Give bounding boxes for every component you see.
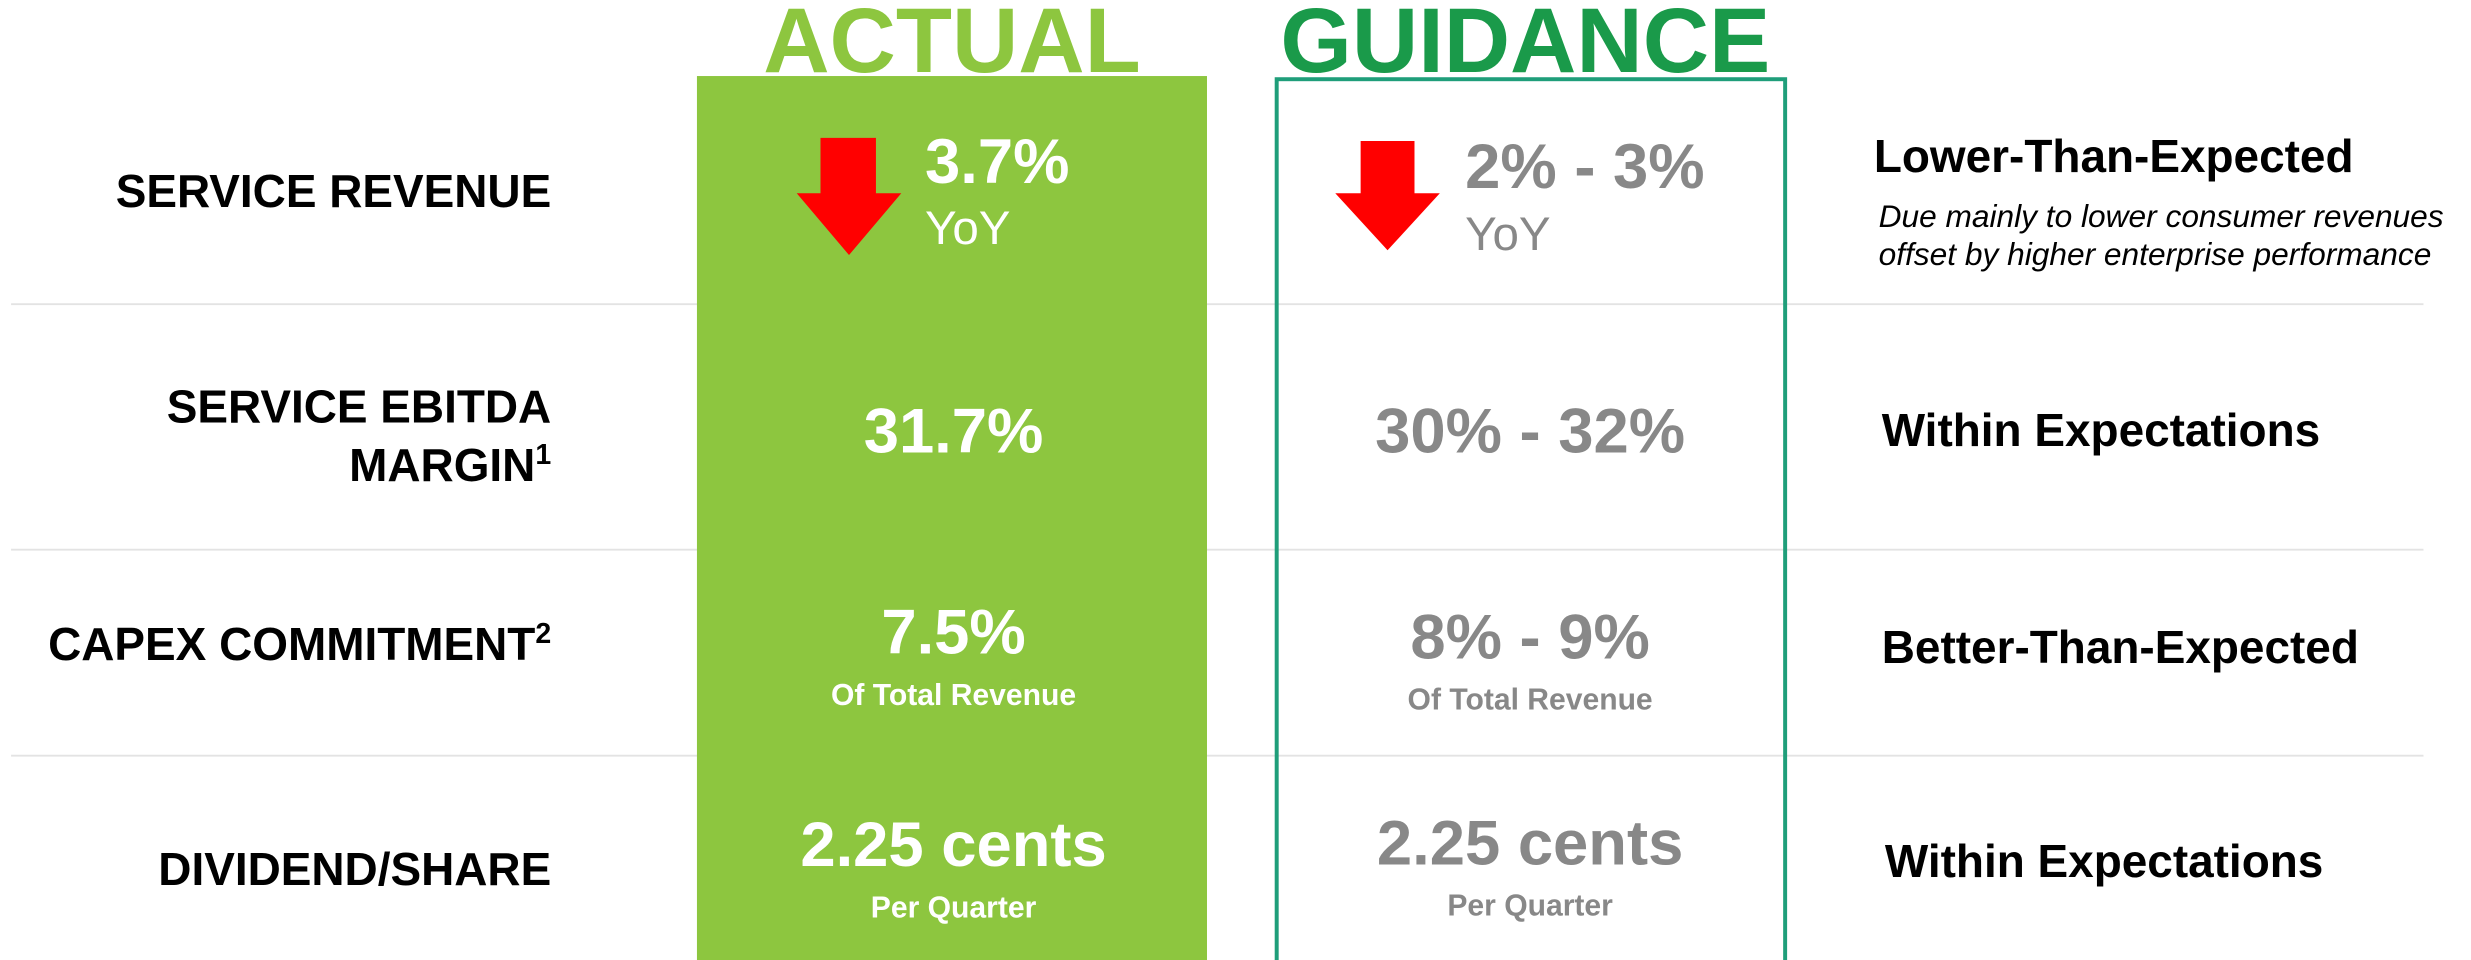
assessment: Better-Than-Expected xyxy=(1882,621,2359,673)
note: Due mainly to lower consumer revenues xyxy=(1879,198,2444,234)
label-text: MARGIN xyxy=(349,439,535,491)
down-arrow xyxy=(1335,140,1440,251)
guidance-header: GUIDANCE xyxy=(1280,0,1770,92)
row-label: SERVICE REVENUE xyxy=(116,165,552,217)
guidance-sub: Per Quarter xyxy=(1447,890,1613,923)
assessment: Within Expectations xyxy=(1885,835,2323,887)
assessment: Lower-Than-Expected xyxy=(1874,130,2354,182)
actual-value: 2.25 cents xyxy=(800,810,1106,880)
row-label: DIVIDEND/SHARE xyxy=(158,843,551,895)
actual-value: 7.5% xyxy=(881,598,1025,668)
actual-sub: Of Total Revenue xyxy=(831,679,1076,712)
actual-value: 31.7% xyxy=(864,396,1044,466)
row-label: MARGIN1 xyxy=(349,439,551,491)
row-label: SERVICE EBITDA xyxy=(167,380,551,432)
actual-value: 3.7% xyxy=(925,127,1069,197)
down-arrow xyxy=(796,137,902,256)
note: offset by higher enterprise performance xyxy=(1879,236,2432,272)
actual-header: ACTUAL xyxy=(763,0,1141,92)
guidance-value: 8% - 9% xyxy=(1410,602,1649,672)
superscript: 1 xyxy=(535,439,551,471)
guidance-value: 30% - 32% xyxy=(1375,396,1685,466)
label-text: CAPEX COMMITMENT xyxy=(48,618,535,670)
actual-sub: Per Quarter xyxy=(871,891,1037,924)
guidance-value: 2% - 3% xyxy=(1465,132,1704,202)
guidance-column xyxy=(1274,77,1788,960)
actual-column xyxy=(696,76,1207,960)
superscript: 2 xyxy=(535,618,551,650)
actual-sub: YoY xyxy=(925,202,1010,255)
assessment: Within Expectations xyxy=(1882,404,2320,456)
guidance-sub: YoY xyxy=(1465,208,1550,261)
guidance-sub: Of Total Revenue xyxy=(1408,684,1653,717)
row-separators xyxy=(11,303,2424,757)
row-label: CAPEX COMMITMENT2 xyxy=(48,618,551,670)
guidance-value: 2.25 cents xyxy=(1377,808,1683,878)
